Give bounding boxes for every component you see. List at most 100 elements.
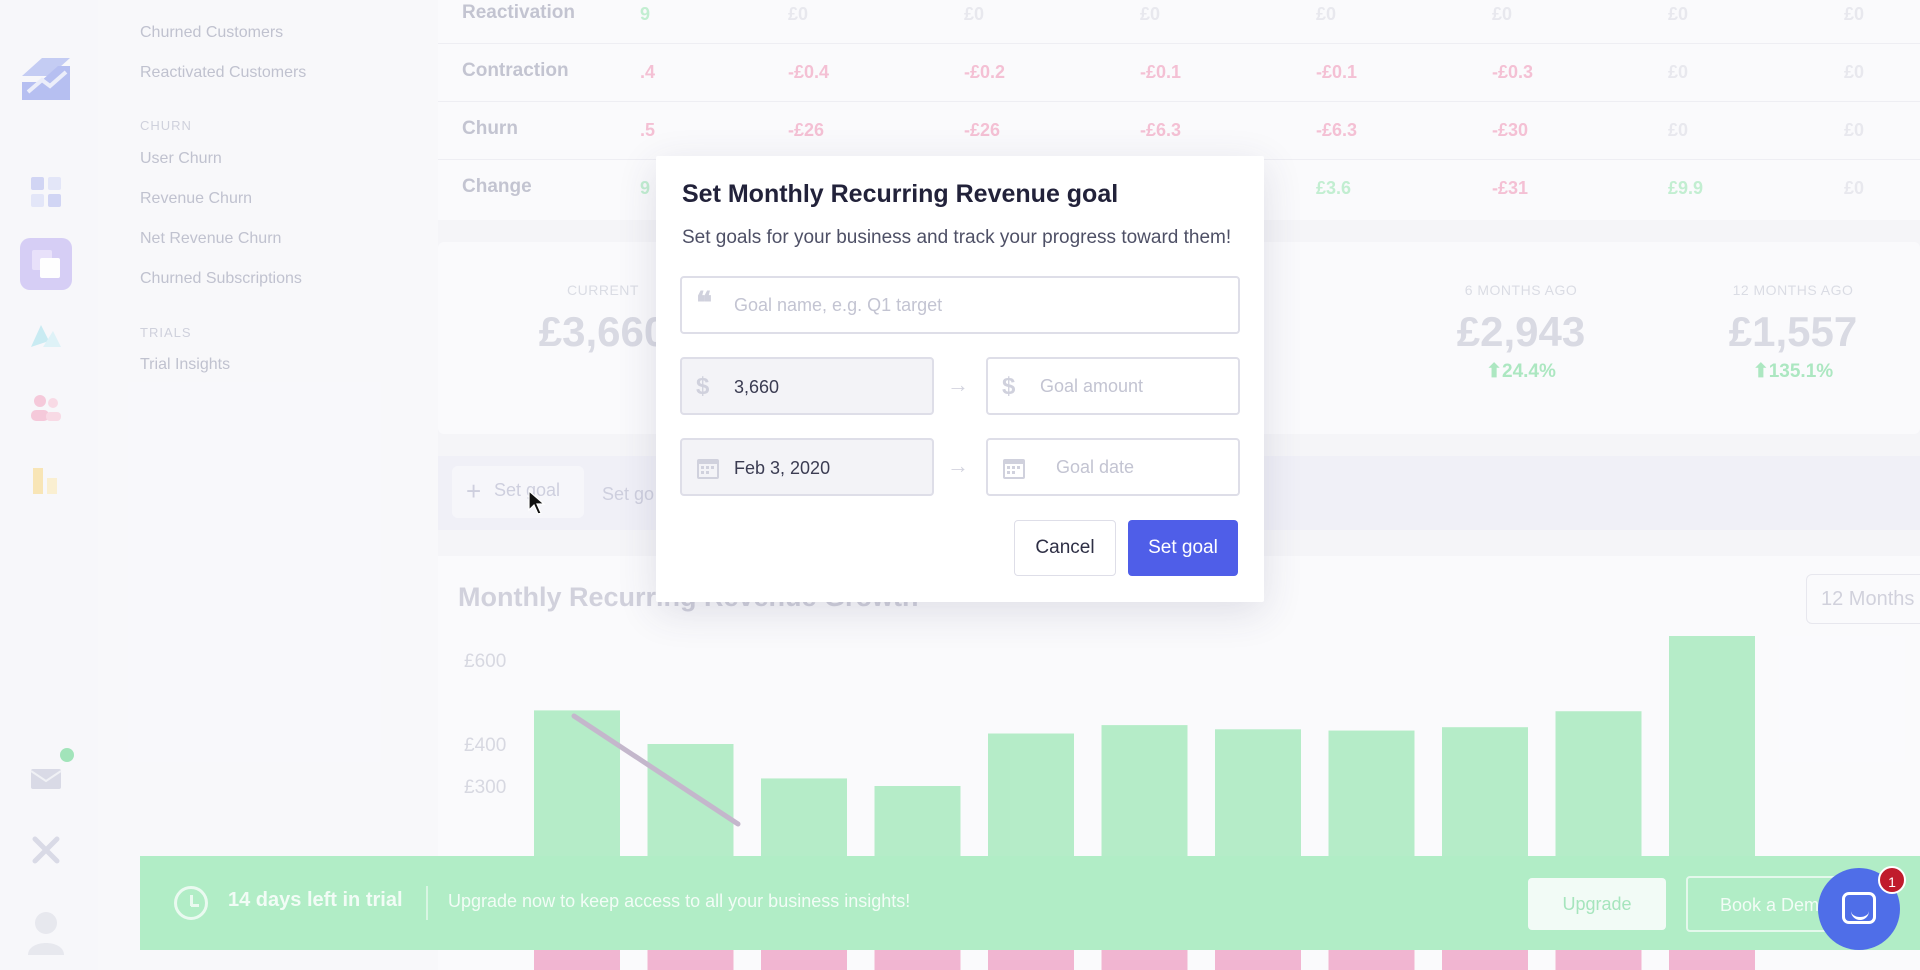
table-cell: £0 (1668, 120, 1689, 140)
profile-icon (28, 912, 64, 955)
mouse-cursor-icon (528, 490, 546, 515)
chat-launcher[interactable]: 1 (1818, 866, 1906, 950)
y-tick-label: £600 (464, 651, 506, 672)
table-cell: -£6.3 (1316, 120, 1358, 140)
stat-6-months: 6 MONTHS AGO £2,943 ⬆24.4% (1416, 282, 1626, 383)
metrics-icon (31, 325, 61, 347)
chart-bar-negative[interactable] (1669, 946, 1755, 970)
sidebar-item-reactivated-customers[interactable]: Reactivated Customers (140, 64, 307, 81)
arrow-right-icon: → (947, 453, 969, 478)
mail-button[interactable] (20, 748, 74, 804)
upgrade-button[interactable]: Upgrade (1528, 878, 1666, 930)
table-cell: -£0.3 (1492, 62, 1534, 82)
dashboard-button[interactable] (20, 166, 72, 218)
chat-badge: 1 (1878, 866, 1906, 894)
stat-caption: 6 MONTHS AGO (1464, 282, 1578, 298)
stat-12-months: 12 MONTHS AGO £1,557 ⬆135.1% (1688, 282, 1898, 383)
table-cell: -£0.1 (1316, 62, 1358, 82)
metrics-button[interactable] (20, 310, 72, 362)
current-date-field[interactable]: Feb 3, 2020 (680, 438, 934, 496)
goal-amount-input[interactable] (1040, 371, 1215, 401)
chart-bar-negative[interactable] (1555, 946, 1642, 970)
chart-bar-negative[interactable] (1328, 946, 1415, 970)
table-row: Churn .5 -£26 -£26 -£6.3 -£6.3 -£30 £0 £… (438, 102, 1920, 160)
chart-bar-negative[interactable] (988, 946, 1074, 970)
calendar-icon (1003, 459, 1025, 479)
quote-icon: ❝ (696, 286, 713, 321)
sidebar-item-churned-subscriptions[interactable]: Churned Subscriptions (140, 270, 302, 287)
goal-name-input[interactable] (734, 290, 1124, 320)
stat-value: £3,660 (538, 308, 668, 355)
goal-date-input[interactable] (1056, 452, 1231, 482)
sidebar-item-trial-insights[interactable]: Trial Insights (140, 356, 231, 373)
sidebar-item-net-revenue-churn[interactable]: Net Revenue Churn (140, 230, 282, 247)
table-cell: £3.6 (1316, 178, 1352, 198)
trial-banner: 14 days left in trial Upgrade now to kee… (140, 856, 1920, 950)
goal-amount-field[interactable]: $ (986, 357, 1240, 415)
chart-bar-negative[interactable] (1442, 946, 1528, 970)
table-cell: -£26 (964, 120, 1001, 140)
table-cell: £0 (1844, 178, 1865, 198)
tools-icon (32, 836, 60, 864)
table-cell: £0 (1844, 4, 1865, 24)
modal-title: Set Monthly Recurring Revenue goal (682, 180, 1119, 208)
table-cell: 9 (640, 178, 651, 198)
dashboard-icon (31, 177, 61, 207)
chart-bar-negative[interactable] (534, 946, 620, 970)
sidebar-item-churned-customers[interactable]: Churned Customers (140, 24, 284, 41)
stat-value: £2,943 (1456, 308, 1586, 355)
sidebar-item-revenue-churn[interactable]: Revenue Churn (140, 190, 253, 207)
table-cell: £0 (1316, 4, 1337, 24)
table-cell: -£0.1 (1140, 62, 1182, 82)
table-cell: £0 (1492, 4, 1513, 24)
table-cell: -£26 (788, 120, 825, 140)
sidebar-section-trials: TRIALS (140, 325, 192, 340)
calendar-icon (697, 459, 719, 479)
goal-date-field[interactable] (986, 438, 1240, 496)
stat-change: ⬆135.1% (1752, 361, 1834, 382)
set-goal-label: Set goal (494, 480, 561, 500)
table-cell: -£6.3 (1140, 120, 1182, 140)
current-amount-field[interactable]: $ 3,660 (680, 357, 934, 415)
table-cell: £0 (1844, 62, 1865, 82)
table-row: Contraction .4 -£0.4 -£0.2 -£0.1 -£0.1 -… (438, 44, 1920, 102)
current-date-value: Feb 3, 2020 (734, 458, 831, 478)
tools-button[interactable] (20, 824, 72, 876)
sidebar-item-user-churn[interactable]: User Churn (140, 150, 222, 167)
charts-button[interactable] (20, 454, 72, 506)
sidebar-section-churn: CHURN (140, 118, 192, 133)
table-cell: 9 (640, 4, 651, 24)
set-goal-button[interactable]: + Set goal (452, 466, 584, 518)
stat-caption: 12 MONTHS AGO (1732, 282, 1854, 298)
table-row: Change 9 £3.6 -£31 £9.9 £0 (438, 160, 1920, 218)
cancel-button[interactable]: Cancel (1014, 520, 1116, 576)
notification-dot-icon (60, 748, 74, 762)
chat-icon (1842, 892, 1876, 924)
table-cell: -£0.2 (964, 62, 1006, 82)
plus-icon: + (466, 476, 482, 506)
table-cell: £0 (1844, 120, 1865, 140)
charts-icon (33, 468, 57, 494)
row-label: Reactivation (462, 2, 575, 23)
trend-line (571, 713, 741, 827)
stat-change: ⬆24.4% (1486, 361, 1556, 382)
set-goal-submit-button[interactable]: Set goal (1128, 520, 1238, 576)
divider (426, 886, 428, 920)
y-tick-label: £400 (464, 735, 506, 756)
reports-icon (32, 250, 60, 278)
sub-sidebar: Churned Customers Reactivated Customers … (98, 0, 438, 970)
customers-button[interactable] (20, 382, 72, 434)
reports-button[interactable] (20, 238, 72, 290)
chart-bar-negative[interactable] (874, 946, 961, 970)
logo-icon[interactable] (18, 54, 74, 104)
profile-button[interactable] (20, 906, 72, 958)
chart-bar-negative[interactable] (647, 946, 734, 970)
row-label: Churn (462, 118, 518, 139)
current-amount-value: 3,660 (734, 377, 780, 397)
range-select[interactable]: 12 Months (1806, 574, 1920, 624)
goal-name-field[interactable]: ❝ (680, 276, 1240, 334)
chart-bar-negative[interactable] (1215, 946, 1301, 970)
chart-bar-negative[interactable] (1101, 946, 1188, 970)
row-label: Change (462, 176, 532, 197)
chart-bar-negative[interactable] (761, 946, 847, 970)
